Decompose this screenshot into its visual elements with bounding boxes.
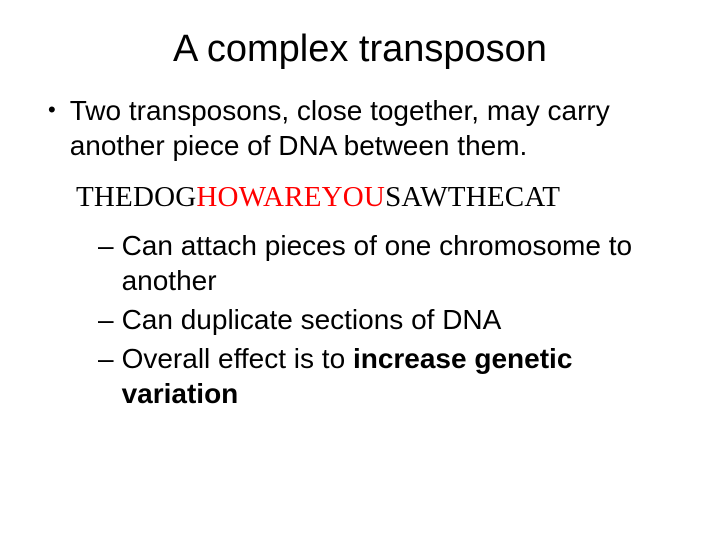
dash-icon: – — [98, 302, 114, 337]
sub-bullet-1: – Can attach pieces of one chromosome to… — [98, 228, 680, 298]
dna-part-2: HOWAREYOU — [196, 181, 385, 213]
sub-text-3a: Overall effect is to — [122, 343, 353, 374]
dash-icon: – — [98, 228, 114, 263]
sub-text-3: Overall effect is to increase genetic va… — [122, 341, 680, 411]
sub-text-2: Can duplicate sections of DNA — [122, 302, 502, 337]
dna-part-3: SAWTHECAT — [385, 181, 560, 213]
sub-text-1: Can attach pieces of one chromosome to a… — [122, 228, 680, 298]
sub-bullet-3: – Overall effect is to increase genetic … — [98, 341, 680, 411]
dash-icon: – — [98, 341, 114, 376]
sub-bullet-2: – Can duplicate sections of DNA — [98, 302, 680, 337]
dna-sequence: THEDOGHOWAREYOUSAWTHECAT — [76, 181, 680, 214]
dna-part-1: THEDOG — [76, 181, 196, 213]
slide-title: A complex transposon — [40, 28, 680, 71]
bullet-item-1: • Two transposons, close together, may c… — [48, 93, 680, 163]
bullet-dot-icon: • — [48, 93, 56, 127]
bullet-text-1: Two transposons, close together, may car… — [70, 93, 680, 163]
